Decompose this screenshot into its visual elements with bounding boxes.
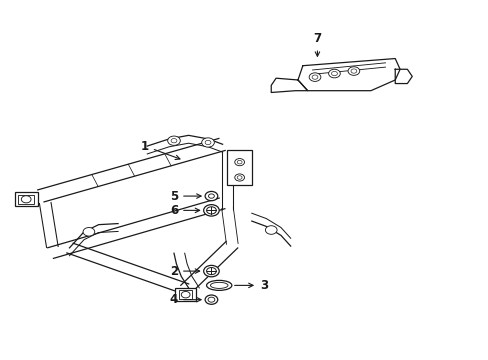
- Circle shape: [328, 69, 340, 78]
- Circle shape: [21, 196, 31, 203]
- Circle shape: [350, 69, 356, 73]
- Circle shape: [331, 71, 337, 76]
- Circle shape: [207, 297, 214, 302]
- Ellipse shape: [206, 280, 231, 291]
- Circle shape: [203, 265, 219, 277]
- Text: 4: 4: [169, 293, 201, 306]
- Circle shape: [203, 204, 219, 216]
- Text: 1: 1: [141, 140, 180, 159]
- Polygon shape: [394, 69, 411, 84]
- Circle shape: [171, 139, 177, 143]
- FancyBboxPatch shape: [179, 290, 192, 299]
- Circle shape: [167, 136, 180, 145]
- Circle shape: [265, 226, 277, 234]
- Circle shape: [83, 228, 95, 236]
- Text: 2: 2: [170, 265, 199, 278]
- Circle shape: [206, 267, 216, 275]
- Circle shape: [204, 192, 217, 201]
- Circle shape: [204, 140, 210, 145]
- Circle shape: [237, 176, 242, 179]
- Text: 5: 5: [169, 190, 201, 203]
- Circle shape: [206, 207, 216, 214]
- FancyBboxPatch shape: [15, 192, 38, 206]
- Circle shape: [208, 194, 214, 198]
- Circle shape: [308, 73, 320, 81]
- Circle shape: [201, 138, 214, 147]
- FancyBboxPatch shape: [19, 195, 34, 204]
- Circle shape: [204, 295, 217, 304]
- Text: 7: 7: [313, 32, 321, 56]
- Polygon shape: [297, 59, 399, 91]
- Text: 3: 3: [234, 279, 267, 292]
- Text: 6: 6: [169, 204, 199, 217]
- Circle shape: [234, 158, 244, 166]
- Circle shape: [311, 75, 317, 79]
- Circle shape: [237, 160, 242, 164]
- Ellipse shape: [210, 282, 227, 288]
- Polygon shape: [271, 78, 307, 93]
- FancyBboxPatch shape: [175, 288, 196, 301]
- Circle shape: [347, 67, 359, 75]
- Circle shape: [234, 174, 244, 181]
- Circle shape: [181, 292, 190, 298]
- FancyBboxPatch shape: [227, 150, 251, 185]
